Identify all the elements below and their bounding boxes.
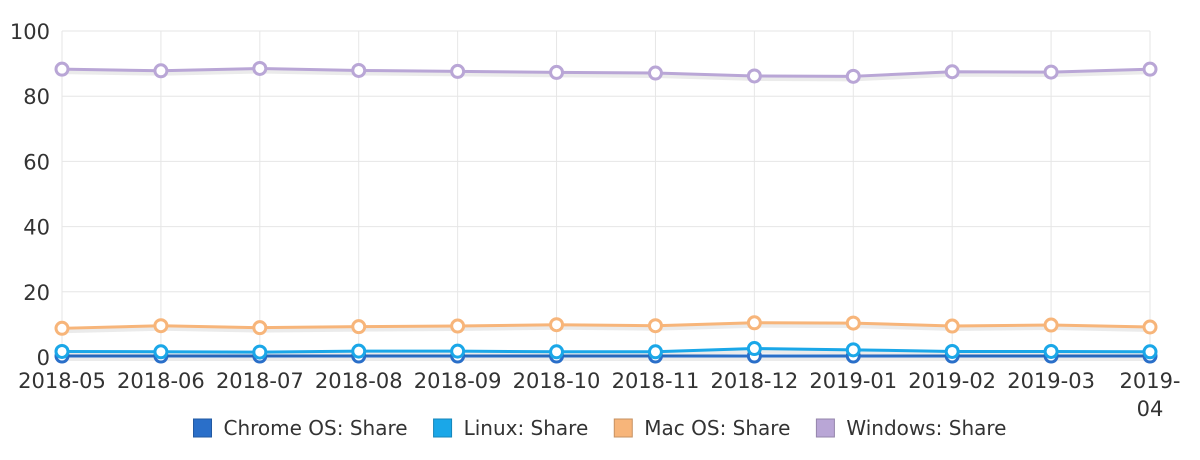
data-point[interactable]	[450, 343, 466, 359]
data-point[interactable]	[351, 319, 367, 335]
data-point[interactable]	[549, 317, 565, 333]
legend-label: Chrome OS: Share	[224, 416, 408, 440]
legend-swatch	[193, 418, 213, 438]
x-tick-label-line: 2018-09	[414, 369, 502, 393]
data-point[interactable]	[845, 68, 861, 84]
data-point[interactable]	[153, 344, 169, 360]
x-tick-label: 2018-11	[612, 369, 700, 393]
data-point[interactable]	[252, 344, 268, 360]
data-point[interactable]	[549, 344, 565, 360]
legend-item-linux-share[interactable]: Linux: Share	[433, 416, 589, 440]
x-tick-label: 2018-07	[216, 369, 304, 393]
data-point[interactable]	[54, 61, 70, 77]
y-tick-label: 0	[37, 346, 50, 370]
legend-label: Windows: Share	[846, 416, 1006, 440]
data-point[interactable]	[746, 315, 762, 331]
x-tick-label-line: 04	[1137, 397, 1164, 421]
y-tick-label: 60	[23, 150, 50, 174]
x-tick-label-line: 2018-11	[612, 369, 700, 393]
y-axis: 0 20 40 60 80 100	[10, 20, 50, 370]
legend-item-mac-os-share[interactable]: Mac OS: Share	[613, 416, 790, 440]
x-axis: 2018-05 2018-06 2018-07 2018-08 2018-09 2018-…	[18, 369, 1180, 421]
data-point[interactable]	[845, 315, 861, 331]
data-point[interactable]	[450, 63, 466, 79]
x-tick-label-line: 2019-01	[809, 369, 897, 393]
series-windows-share	[54, 60, 1158, 84]
series-shadow	[62, 321, 1152, 334]
y-tick-label: 40	[23, 216, 50, 240]
series-line	[61, 66, 1151, 78]
data-point[interactable]	[647, 318, 663, 334]
x-tick-label: 2019-01	[809, 369, 897, 393]
data-point[interactable]	[1142, 344, 1158, 360]
legend-label: Mac OS: Share	[644, 416, 790, 440]
x-tick-label: 2019- 04	[1119, 369, 1180, 421]
x-tick-label-line: 2019-	[1119, 369, 1180, 393]
series-line	[61, 321, 1151, 330]
legend: Chrome OS: Share Linux: Share Mac OS: Shar…	[193, 416, 1006, 440]
x-tick-label-line: 2018-06	[117, 369, 205, 393]
x-tick-label: 2018-09	[414, 369, 502, 393]
legend-item-windows-share[interactable]: Windows: Share	[815, 416, 1006, 440]
data-point[interactable]	[54, 320, 70, 336]
x-tick-label: 2018-10	[513, 369, 601, 393]
legend-swatch	[815, 418, 835, 438]
data-point[interactable]	[1043, 317, 1059, 333]
data-point[interactable]	[252, 60, 268, 76]
data-point[interactable]	[351, 62, 367, 78]
x-tick-label-line: 2019-02	[908, 369, 996, 393]
x-tick-label-line: 2019-03	[1007, 369, 1095, 393]
data-point[interactable]	[1043, 64, 1059, 80]
x-tick-label: 2018-08	[315, 369, 403, 393]
data-point[interactable]	[944, 343, 960, 359]
x-tick-label: 2019-02	[908, 369, 996, 393]
data-point[interactable]	[153, 63, 169, 79]
data-point[interactable]	[1142, 61, 1158, 77]
x-tick-label-line: 2018-10	[513, 369, 601, 393]
data-point[interactable]	[1142, 319, 1158, 335]
series-line	[61, 347, 1151, 354]
x-tick-label-line: 2018-07	[216, 369, 304, 393]
x-tick-label: 2018-06	[117, 369, 205, 393]
legend-label: Linux: Share	[464, 416, 589, 440]
data-point[interactable]	[647, 65, 663, 81]
data-point[interactable]	[549, 64, 565, 80]
data-point[interactable]	[746, 341, 762, 357]
data-point[interactable]	[54, 343, 70, 359]
series-mac-os-share	[54, 315, 1158, 336]
x-tick-label: 2018-05	[18, 369, 106, 393]
data-point[interactable]	[647, 344, 663, 360]
series-shadow	[62, 347, 1152, 358]
x-tick-label-line: 2018-12	[710, 369, 798, 393]
x-tick-label: 2019-03	[1007, 369, 1095, 393]
x-tick-label-line: 2018-05	[18, 369, 106, 393]
legend-item-chrome-os-share[interactable]: Chrome OS: Share	[193, 416, 408, 440]
data-point[interactable]	[1043, 343, 1059, 359]
grid	[61, 30, 1151, 358]
series-linux-share	[54, 341, 1158, 360]
data-point[interactable]	[351, 343, 367, 359]
data-point[interactable]	[944, 64, 960, 80]
data-point[interactable]	[845, 342, 861, 358]
data-point[interactable]	[252, 320, 268, 336]
data-point[interactable]	[153, 318, 169, 334]
y-tick-label: 20	[23, 281, 50, 305]
series-shadow	[62, 67, 1152, 82]
data-point[interactable]	[944, 318, 960, 334]
y-tick-label: 100	[10, 20, 50, 44]
y-tick-label: 80	[23, 85, 50, 109]
data-point[interactable]	[746, 68, 762, 84]
x-tick-label-line: 2018-08	[315, 369, 403, 393]
x-tick-label: 2018-12	[710, 369, 798, 393]
legend-swatch	[433, 418, 453, 438]
legend-swatch	[613, 418, 633, 438]
data-point[interactable]	[450, 318, 466, 334]
